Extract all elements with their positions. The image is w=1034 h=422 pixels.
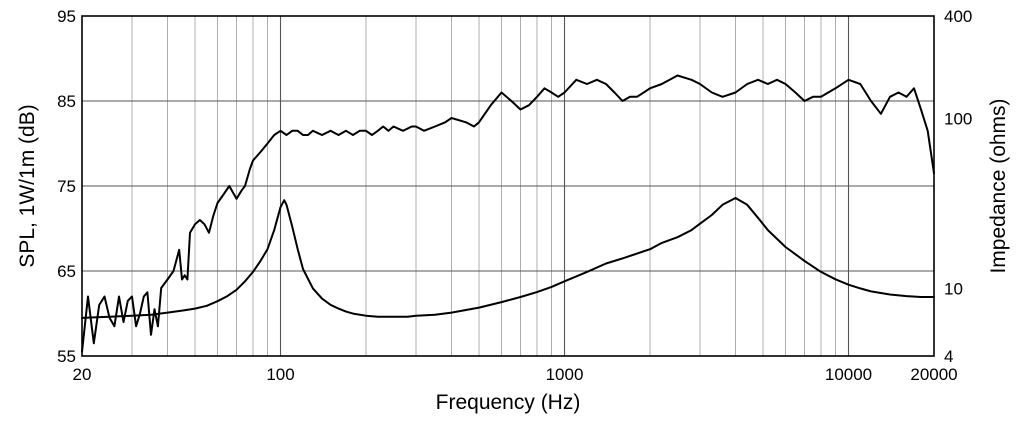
x-tick-label: 1000: [546, 365, 584, 384]
y-tick-label: 65: [57, 262, 76, 281]
y2-tick-label: 100: [944, 109, 972, 128]
y-axis-title: SPL, 1W/1m (dB): [16, 104, 39, 267]
y-tick-label: 75: [57, 177, 76, 196]
y-tick-label: 55: [57, 347, 76, 366]
x-tick-label: 10000: [825, 365, 872, 384]
y-tick-label: 85: [57, 92, 76, 111]
x-tick-label: 100: [266, 365, 294, 384]
impedance-curve: [81, 197, 935, 319]
y2-tick-label: 10: [944, 279, 963, 298]
y2-tick-label: 4: [944, 347, 953, 366]
curves: [81, 74, 935, 353]
spl-curve: [81, 74, 935, 353]
tick-labels: 20 100 1000 10000 20000 55 65 75 85 95 4 10 100 400: [57, 7, 972, 384]
y-tick-label: 95: [57, 7, 76, 26]
plot-frame: [81, 15, 935, 357]
x-tick-label: 20: [73, 365, 92, 384]
x-axis-title: Frequency (Hz): [436, 391, 581, 414]
grid: [82, 16, 934, 356]
x-tick-label: 20000: [910, 365, 957, 384]
y2-axis-title: Impedance (ohms): [987, 98, 1010, 273]
y2-tick-label: 400: [944, 7, 972, 26]
